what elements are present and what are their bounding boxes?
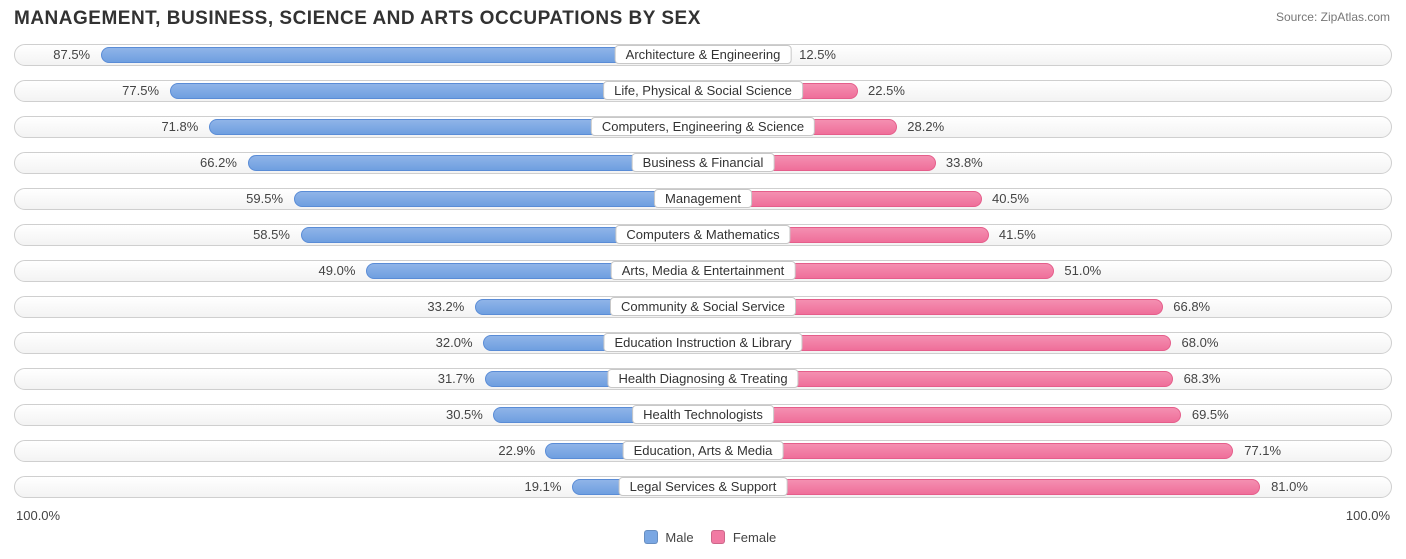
category-label: Architecture & Engineering	[615, 45, 792, 64]
female-pct-label: 12.5%	[799, 40, 836, 70]
chart-title: MANAGEMENT, BUSINESS, SCIENCE AND ARTS O…	[14, 8, 1392, 30]
category-label: Education Instruction & Library	[603, 333, 802, 352]
category-label: Computers & Mathematics	[615, 225, 790, 244]
female-pct-label: 51.0%	[1064, 256, 1101, 286]
category-label: Computers, Engineering & Science	[591, 117, 815, 136]
female-pct-label: 68.3%	[1184, 364, 1221, 394]
category-label: Legal Services & Support	[619, 477, 788, 496]
male-bar	[101, 47, 703, 63]
male-pct-label: 49.0%	[319, 256, 356, 286]
source-name: ZipAtlas.com	[1321, 10, 1390, 24]
male-pct-label: 58.5%	[253, 220, 290, 250]
source-attribution: Source: ZipAtlas.com	[1276, 10, 1390, 24]
chart-row: Business & Financial 66.2% 33.8%	[14, 148, 1392, 178]
male-pct-label: 19.1%	[525, 472, 562, 502]
category-label: Community & Social Service	[610, 297, 796, 316]
male-pct-label: 77.5%	[122, 76, 159, 106]
female-pct-label: 69.5%	[1192, 400, 1229, 430]
female-pct-label: 77.1%	[1244, 436, 1281, 466]
chart-row: Management 59.5% 40.5%	[14, 184, 1392, 214]
category-label: Arts, Media & Entertainment	[611, 261, 796, 280]
category-label: Business & Financial	[632, 153, 775, 172]
male-pct-label: 71.8%	[161, 112, 198, 142]
chart-row: Health Diagnosing & Treating 31.7% 68.3%	[14, 364, 1392, 394]
category-label: Health Technologists	[632, 405, 774, 424]
male-pct-label: 32.0%	[436, 328, 473, 358]
female-pct-label: 33.8%	[946, 148, 983, 178]
female-bar	[703, 407, 1181, 423]
male-swatch	[644, 530, 658, 544]
female-pct-label: 28.2%	[907, 112, 944, 142]
category-label: Education, Arts & Media	[623, 441, 784, 460]
x-axis: 100.0% 100.0%	[14, 508, 1392, 528]
chart-row: Computers, Engineering & Science 71.8% 28.…	[14, 112, 1392, 142]
axis-right-label: 100.0%	[1346, 508, 1390, 523]
chart-row: Computers & Mathematics 58.5% 41.5%	[14, 220, 1392, 250]
female-pct-label: 22.5%	[868, 76, 905, 106]
legend-male-label: Male	[665, 530, 693, 545]
female-pct-label: 68.0%	[1182, 328, 1219, 358]
category-label: Health Diagnosing & Treating	[607, 369, 798, 388]
male-pct-label: 87.5%	[53, 40, 90, 70]
male-bar	[294, 191, 703, 207]
diverging-bar-chart: Architecture & Engineering 87.5% 12.5% Life…	[14, 40, 1392, 502]
female-swatch	[711, 530, 725, 544]
category-label: Life, Physical & Social Science	[603, 81, 803, 100]
chart-row: Architecture & Engineering 87.5% 12.5%	[14, 40, 1392, 70]
male-pct-label: 30.5%	[446, 400, 483, 430]
male-pct-label: 66.2%	[200, 148, 237, 178]
source-label: Source:	[1276, 10, 1317, 24]
chart-row: Community & Social Service 33.2% 66.8%	[14, 292, 1392, 322]
chart-row: Health Technologists 30.5% 69.5%	[14, 400, 1392, 430]
chart-row: Education, Arts & Media 22.9% 77.1%	[14, 436, 1392, 466]
chart-row: Arts, Media & Entertainment 49.0% 51.0%	[14, 256, 1392, 286]
legend-female-label: Female	[733, 530, 776, 545]
female-pct-label: 41.5%	[999, 220, 1036, 250]
female-pct-label: 81.0%	[1271, 472, 1308, 502]
chart-row: Legal Services & Support 19.1% 81.0%	[14, 472, 1392, 502]
female-pct-label: 40.5%	[992, 184, 1029, 214]
axis-left-label: 100.0%	[16, 508, 60, 523]
legend: Male Female	[14, 530, 1392, 545]
male-pct-label: 59.5%	[246, 184, 283, 214]
chart-row: Education Instruction & Library 32.0% 68.0…	[14, 328, 1392, 358]
female-pct-label: 66.8%	[1173, 292, 1210, 322]
male-pct-label: 31.7%	[438, 364, 475, 394]
male-pct-label: 22.9%	[498, 436, 535, 466]
chart-row: Life, Physical & Social Science 77.5% 22.5…	[14, 76, 1392, 106]
category-label: Management	[654, 189, 752, 208]
male-pct-label: 33.2%	[427, 292, 464, 322]
